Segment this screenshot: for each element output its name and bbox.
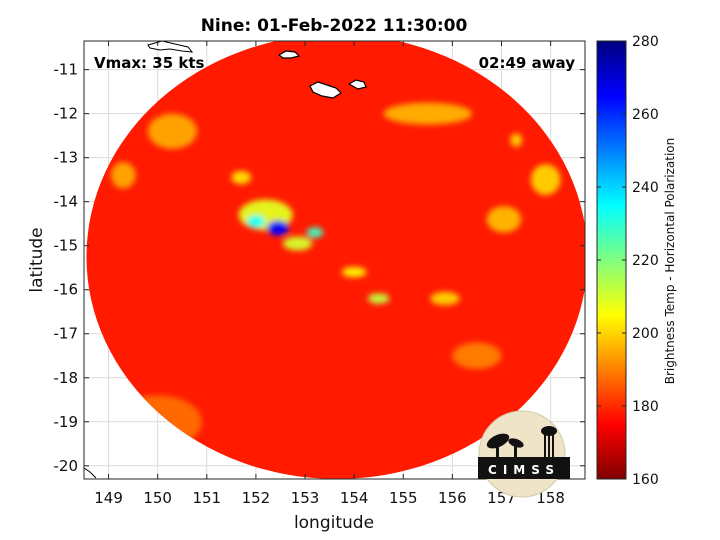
chart-title: Nine: 01-Feb-2022 11:30:00 bbox=[201, 16, 468, 36]
y-tick-label: -16 bbox=[54, 281, 79, 299]
time-away-annotation: 02:49 away bbox=[479, 54, 576, 72]
colorbar-label: Brightness Temp - Horizontal Polarizatio… bbox=[663, 138, 677, 385]
axis-ticks: 149 150 151 152 153 154 155 156 157 158-11-12-13-… bbox=[54, 41, 585, 507]
brightness-feature bbox=[247, 215, 265, 228]
colorbar-tick-label: 240 bbox=[632, 180, 659, 196]
y-axis-label: latitude bbox=[27, 227, 47, 292]
x-tick-label: 150 bbox=[143, 489, 172, 507]
brightness-feature bbox=[383, 102, 473, 125]
brightness-feature bbox=[282, 236, 313, 251]
brightness-feature bbox=[430, 291, 460, 306]
coastlines bbox=[84, 41, 367, 479]
island-outline bbox=[309, 81, 342, 99]
swath-background bbox=[86, 41, 585, 479]
y-tick-label: -11 bbox=[54, 61, 79, 79]
y-tick-label: -20 bbox=[54, 457, 79, 475]
y-tick-label: -13 bbox=[54, 149, 79, 167]
island-outline bbox=[347, 79, 367, 90]
brightness-feature bbox=[510, 133, 523, 147]
y-tick-label: -18 bbox=[54, 369, 79, 387]
x-tick-label: 149 bbox=[94, 489, 123, 507]
x-tick-label: 154 bbox=[340, 489, 369, 507]
colorbar-gradient bbox=[596, 40, 627, 480]
brightness-feature bbox=[486, 206, 522, 233]
colorbar-tick-label: 200 bbox=[632, 326, 659, 342]
brightness-feature bbox=[231, 170, 251, 185]
y-tick-label: -12 bbox=[54, 105, 79, 123]
x-tick-label: 152 bbox=[242, 489, 271, 507]
logo-silhouette-icon bbox=[478, 426, 570, 479]
colorbar-tick-label: 260 bbox=[632, 107, 659, 123]
brightness-feature bbox=[306, 227, 324, 238]
brightness-feature bbox=[530, 164, 561, 196]
x-tick-label: 155 bbox=[389, 489, 418, 507]
colorbar-tick-label: 160 bbox=[632, 472, 659, 488]
brightness-feature bbox=[147, 113, 197, 149]
x-tick-label: 156 bbox=[438, 489, 467, 507]
y-tick-label: -19 bbox=[54, 413, 79, 431]
island-outline bbox=[277, 50, 301, 59]
brightness-feature bbox=[111, 162, 136, 189]
x-tick-label: 158 bbox=[536, 489, 565, 507]
island-outline bbox=[147, 41, 194, 53]
brightness-feature bbox=[452, 342, 502, 369]
x-axis-label: longitude bbox=[294, 513, 374, 533]
logo-text: CIMSS bbox=[488, 463, 560, 477]
colorbar-tick-label: 220 bbox=[632, 253, 659, 269]
brightness-feature bbox=[367, 293, 390, 304]
x-tick-label: 153 bbox=[291, 489, 320, 507]
colorbar-tick-label: 180 bbox=[632, 399, 659, 415]
colorbar: 160 180 200 220 240 260 280 bbox=[596, 34, 659, 488]
x-tick-label: 151 bbox=[192, 489, 221, 507]
vmax-annotation: Vmax: 35 kts bbox=[94, 54, 204, 72]
y-tick-label: -14 bbox=[54, 193, 79, 211]
colorbar-tick-label: 280 bbox=[632, 34, 659, 50]
coast-outline bbox=[84, 467, 97, 479]
brightness-feature bbox=[341, 266, 367, 278]
cimss-logo: CIMSS bbox=[478, 410, 570, 498]
y-tick-label: -15 bbox=[54, 237, 79, 255]
brightness-feature bbox=[267, 220, 289, 236]
y-tick-label: -17 bbox=[54, 325, 79, 343]
